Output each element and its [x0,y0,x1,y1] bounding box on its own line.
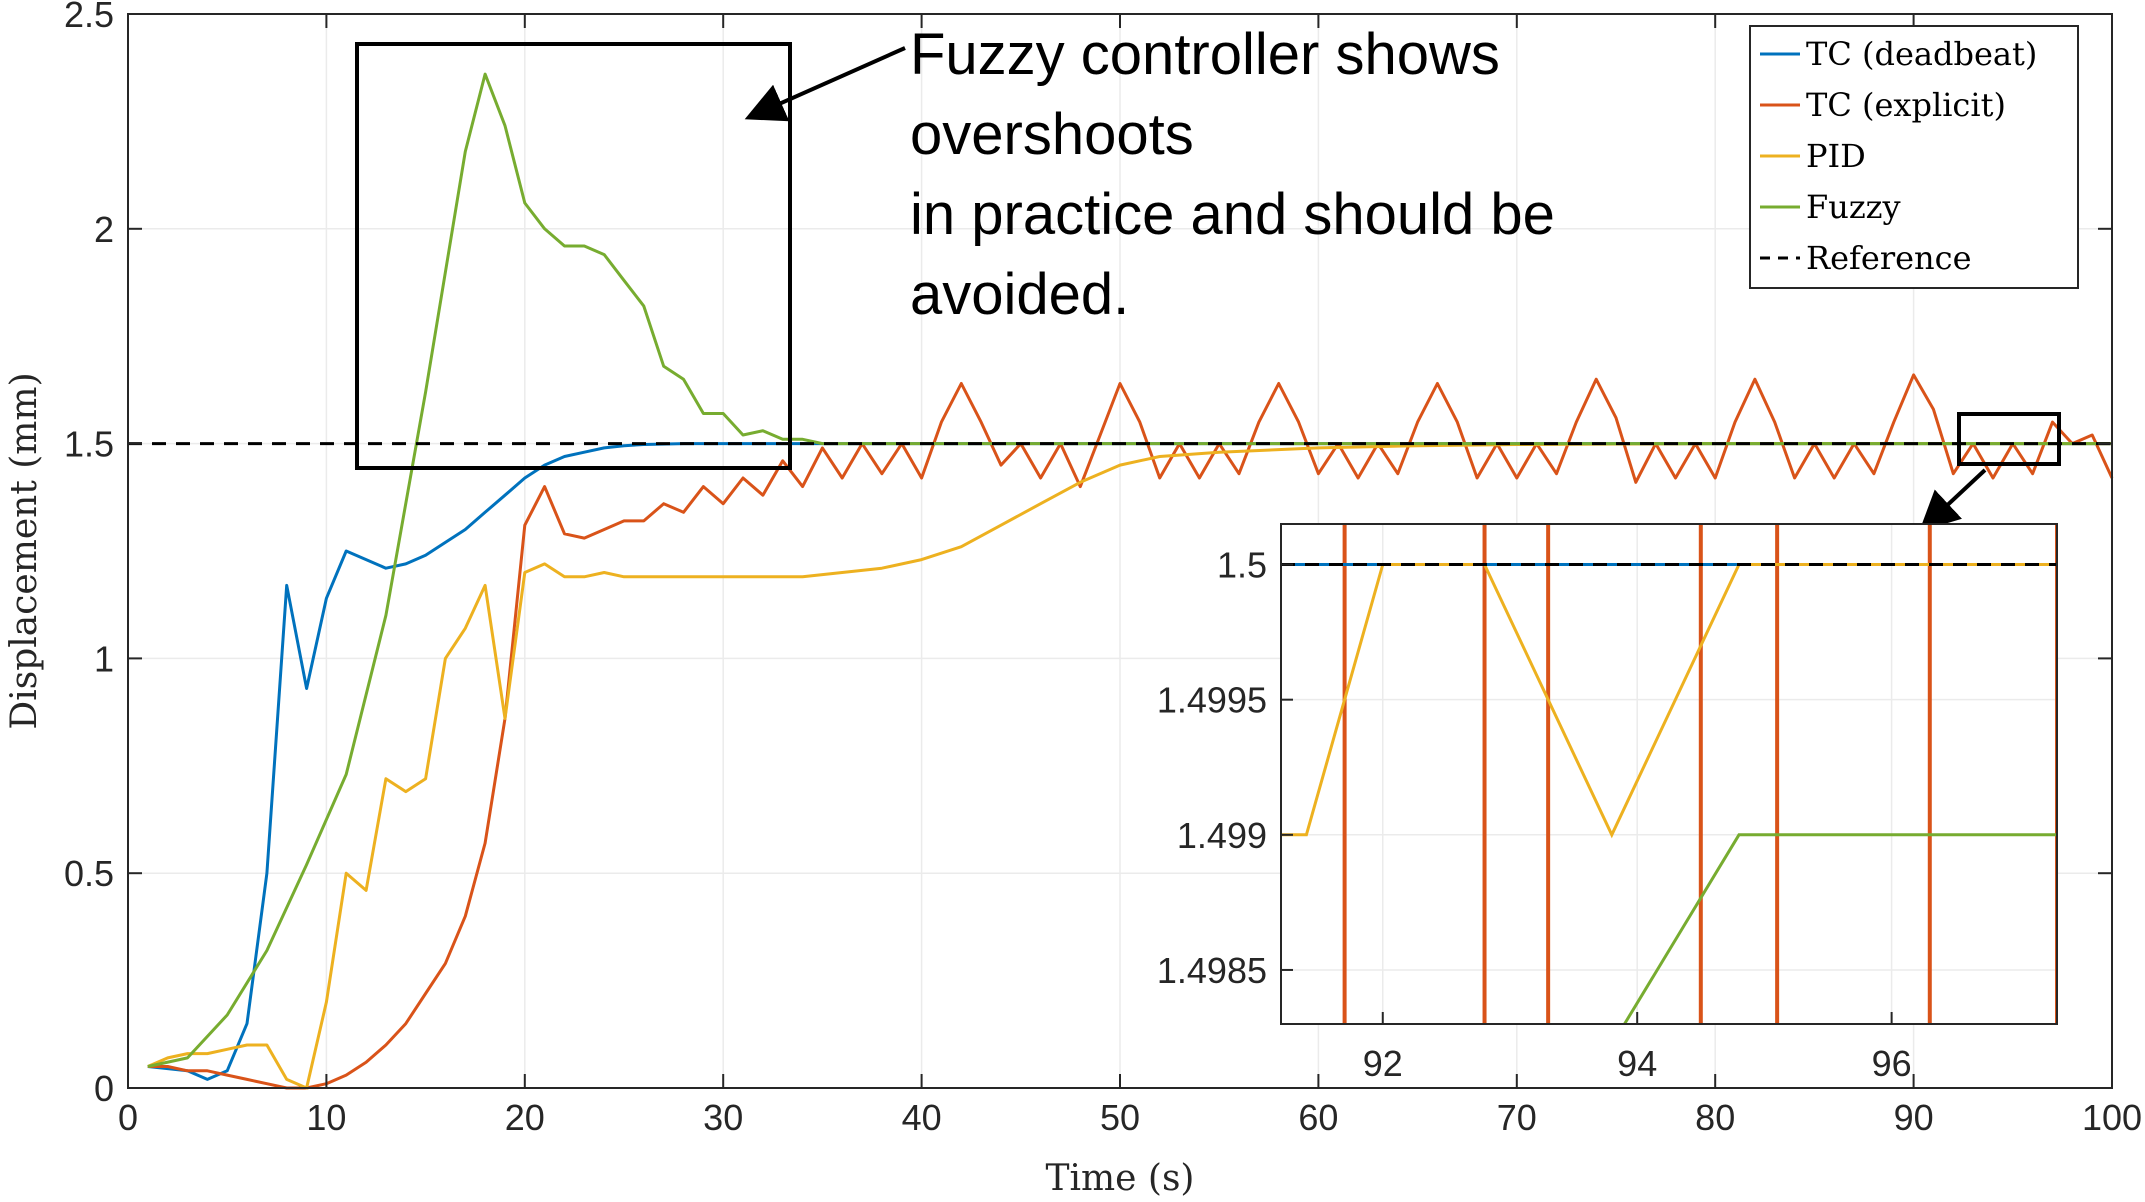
inset-line-fuzzy [1623,833,2057,1024]
legend-label: TC (deadbeat) [1806,35,2037,73]
annotation-text-line: in practice and should be [910,182,1555,247]
overshoot-highlight-box [355,42,792,470]
y-tick-label: 1 [94,638,114,679]
inset-series-group [1281,524,2057,1024]
legend-box [1749,25,2079,289]
inset-y-tick-label: 1.5 [1217,545,1267,586]
annotation-layer: Fuzzy controller shows overshoots in pract… [355,22,2061,532]
x-tick-label: 40 [902,1097,942,1138]
x-tick-label: 20 [505,1097,545,1138]
inset-y-tick-label: 1.499 [1177,815,1267,856]
y-tick-label: 2.5 [64,0,114,35]
inset-background [1281,524,2057,1024]
x-tick-label: 100 [2082,1097,2142,1138]
series-line-pid [147,442,2112,1090]
legend-layer: TC (deadbeat) TC (explicit) PID Fuzzy Refere… [1749,25,2079,289]
annotation-text-line: avoided. [910,262,1129,327]
y-tick-label: 1.5 [64,424,114,465]
x-tick-label: 50 [1100,1097,1140,1138]
legend-label: Reference [1806,239,1972,277]
y-tick-label: 2 [94,209,114,250]
annotation-arrow [744,46,906,122]
x-tick-label: 0 [118,1097,138,1138]
inset-x-tick-label: 94 [1617,1043,1657,1084]
inset-y-tick-label: 1.4995 [1157,680,1267,721]
zoom-arrow [1919,468,1987,532]
legend-label: Fuzzy [1806,188,1901,226]
y-axis-label: Displacement (mm) [4,372,45,729]
x-axis-label: Time (s) [1046,1158,1195,1199]
inset-x-tick-label: 92 [1363,1043,1403,1084]
series-layer [128,72,2114,1090]
annotation-text-line: Fuzzy controller shows [910,22,1500,87]
inset-layer: 92 94 96 1.4985 1.499 1.4995 1.5 [1157,523,2058,1084]
x-tick-label: 90 [1894,1097,1934,1138]
annotation-text-line: overshoots [910,102,1194,167]
x-tick-label: 30 [703,1097,743,1138]
legend-label: TC (explicit) [1806,86,2006,124]
inset-y-tick-label: 1.4985 [1157,950,1267,991]
x-tick-label: 60 [1298,1097,1338,1138]
x-tick-label: 70 [1497,1097,1537,1138]
series-line-tc-explicit [147,373,2114,1090]
x-tick-label: 10 [306,1097,346,1138]
y-tick-label: 0 [94,1068,114,1109]
axes-layer: 0 10 20 30 40 50 60 70 80 90 100 0 0.5 1 1.5 2 2.5 Time (… [4,0,2142,1199]
inset-frame [1280,523,2058,1025]
y-tick-label: 0.5 [64,853,114,894]
inset-x-tick-label: 96 [1872,1043,1912,1084]
zoom-region-box [1957,412,2061,466]
x-tick-label: 80 [1695,1097,1735,1138]
legend-label: PID [1806,137,1866,175]
